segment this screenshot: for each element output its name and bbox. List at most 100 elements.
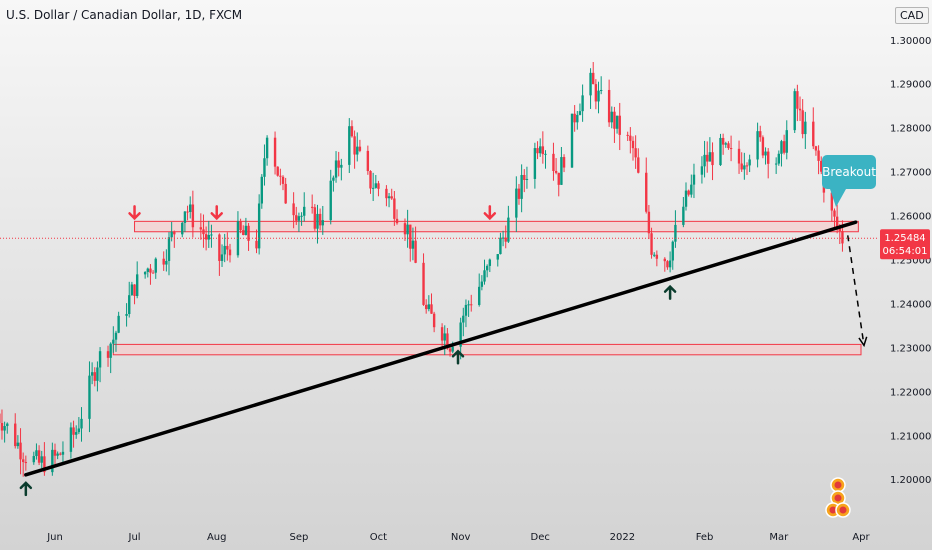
candle	[223, 233, 226, 263]
candle	[210, 224, 213, 248]
candle-body	[443, 333, 446, 341]
candle-body	[663, 258, 667, 262]
candle-body	[154, 258, 157, 273]
candle-body	[838, 226, 841, 232]
up-arrow-icon	[19, 481, 33, 497]
candle	[589, 68, 592, 109]
candle	[128, 281, 131, 318]
candle	[573, 105, 576, 132]
candle-body	[170, 231, 173, 238]
candle-body	[329, 180, 332, 221]
candle	[337, 151, 340, 177]
candle	[655, 250, 659, 267]
candle	[61, 441, 65, 465]
candle	[77, 417, 81, 435]
up-arrow-icon	[663, 284, 677, 300]
candle-body	[279, 175, 282, 177]
candle	[143, 271, 147, 279]
candle-body	[167, 237, 171, 261]
candle-body	[316, 213, 319, 229]
candle-body	[774, 163, 778, 165]
candle-body	[589, 72, 592, 96]
candle-body	[43, 456, 46, 473]
projection-arrowhead	[858, 336, 868, 348]
candle-body	[533, 148, 537, 179]
candle-body	[366, 150, 370, 172]
candle	[154, 257, 157, 279]
candle	[682, 197, 685, 228]
candle	[470, 294, 473, 312]
candle-body	[223, 245, 226, 255]
candle-body	[817, 150, 820, 161]
candle-body	[40, 456, 43, 463]
candle-body	[350, 126, 354, 137]
candle-body	[149, 268, 152, 273]
candle-body	[61, 451, 65, 455]
candle-body	[668, 260, 672, 268]
candle	[767, 148, 770, 179]
candle	[403, 218, 407, 241]
x-tick-label: Aug	[207, 532, 227, 543]
candle	[300, 212, 303, 226]
candle-body	[69, 427, 73, 452]
candle	[19, 428, 22, 475]
candle	[780, 139, 783, 167]
candle	[318, 208, 322, 231]
candle	[93, 367, 96, 387]
candle-body	[515, 188, 518, 218]
candle-body	[541, 146, 545, 155]
candle-body	[117, 315, 120, 333]
candle	[316, 204, 319, 244]
candle	[576, 111, 579, 130]
x-tick-label: Oct	[370, 532, 387, 543]
candle	[135, 261, 139, 299]
candle-body	[650, 233, 653, 255]
candle	[554, 158, 558, 175]
candle	[114, 330, 118, 352]
candle	[464, 299, 468, 328]
candle-body	[310, 206, 314, 208]
candle	[181, 221, 184, 238]
candle-body	[525, 178, 529, 180]
candle	[32, 451, 35, 465]
down-arrow-icon	[128, 205, 141, 221]
candle	[395, 209, 399, 225]
candle-body	[260, 176, 264, 204]
candle	[812, 107, 815, 150]
candle-body	[814, 146, 818, 151]
candle	[313, 204, 317, 231]
candle-body	[247, 225, 250, 241]
candle-body	[19, 442, 22, 460]
event-icons[interactable]	[825, 477, 851, 518]
candle-body	[321, 220, 324, 226]
currency-badge[interactable]: CAD	[895, 7, 929, 24]
candle	[432, 311, 436, 333]
candle-body	[798, 108, 802, 111]
candle	[242, 225, 245, 236]
candle-body	[748, 159, 751, 166]
candle-body	[146, 268, 149, 272]
candle	[204, 226, 208, 251]
x-tick-label: Nov	[451, 532, 471, 543]
candle-body	[573, 113, 576, 123]
candle	[411, 227, 415, 261]
candle	[708, 137, 712, 162]
event-flag-inner-icon	[829, 506, 837, 514]
y-tick-label: 1.30000	[890, 36, 931, 47]
candle-body	[682, 206, 685, 225]
candle-body	[613, 111, 616, 129]
candle	[109, 342, 112, 374]
candle	[523, 169, 526, 193]
candle	[321, 205, 324, 235]
candle	[737, 140, 741, 174]
candle	[292, 192, 295, 229]
candle-body	[390, 196, 393, 199]
candle-body	[711, 152, 714, 166]
candle	[260, 174, 264, 209]
candle-body	[761, 137, 765, 156]
candle-body	[128, 295, 131, 315]
candle	[374, 174, 378, 189]
candle-body	[135, 274, 139, 296]
candle	[647, 204, 651, 240]
x-tick-label: Jun	[46, 532, 63, 543]
